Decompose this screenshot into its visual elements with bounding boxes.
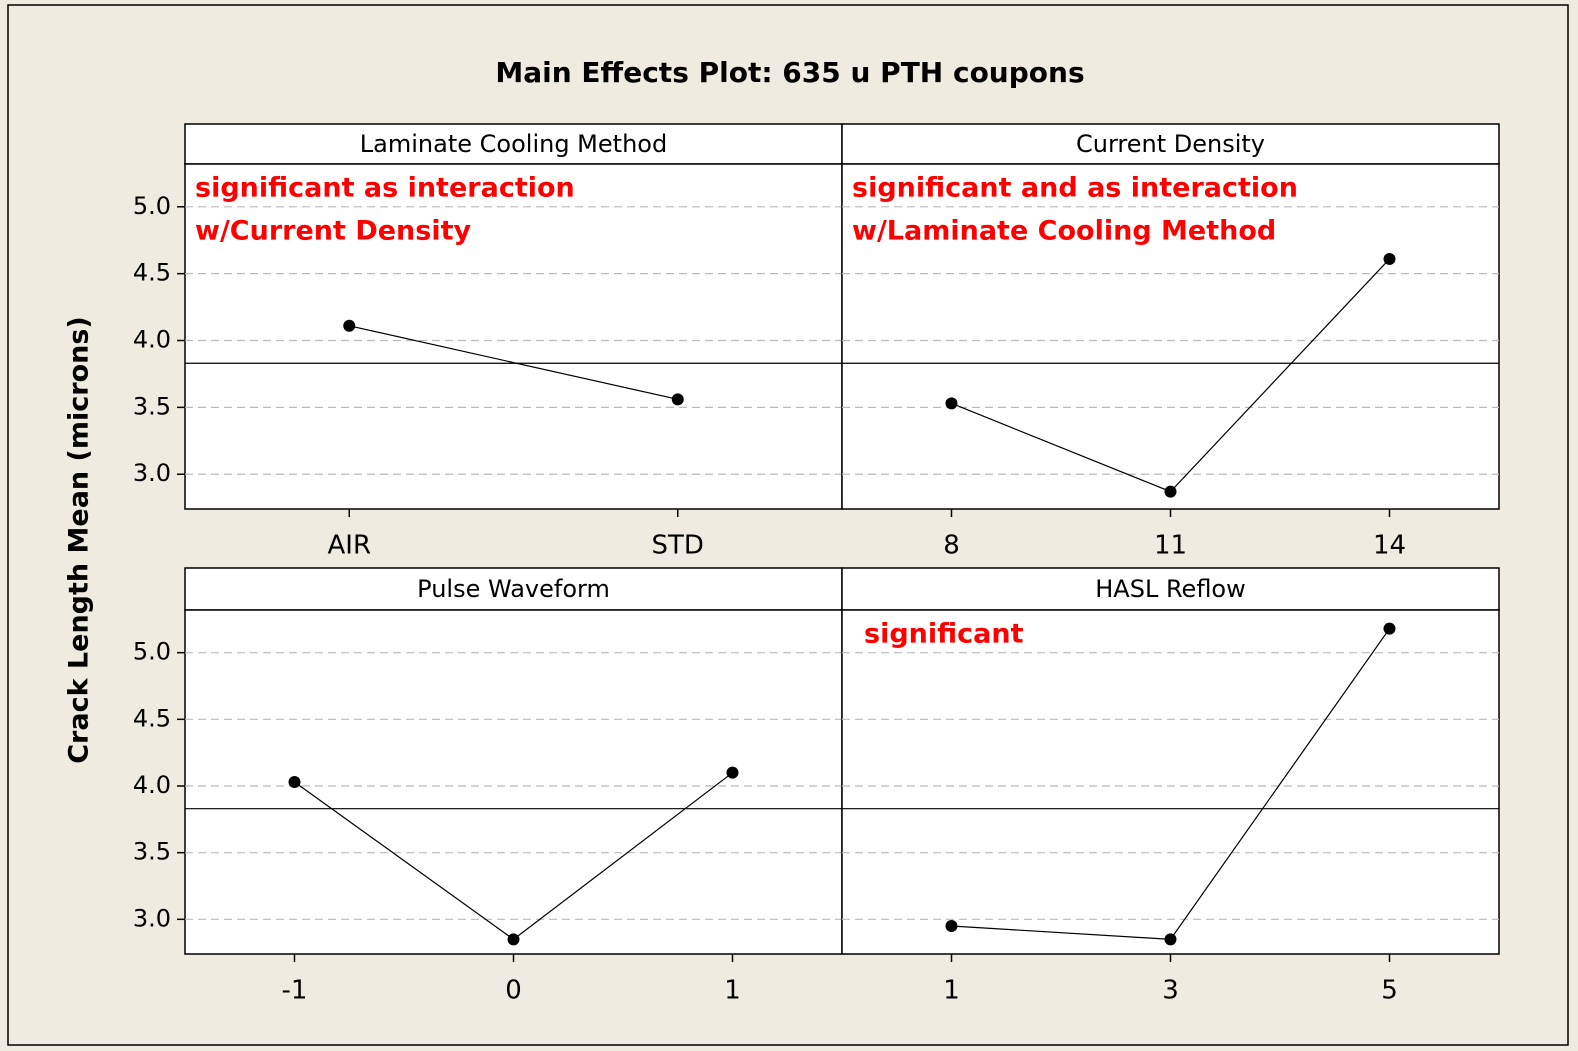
y-tick-label: 3.0 <box>133 459 171 487</box>
panel-title: Pulse Waveform <box>417 575 610 603</box>
point <box>671 393 684 406</box>
point <box>288 776 301 788</box>
annotation: significant <box>864 619 1024 650</box>
x-tick-label: 11 <box>1154 531 1187 561</box>
point <box>507 933 520 946</box>
point <box>726 766 739 779</box>
y-tick-label: 4.0 <box>133 771 171 799</box>
y-axis-label: Crack Length Mean (microns) <box>64 316 95 764</box>
x-tick-label: 1 <box>943 976 960 1006</box>
annotation: w/Current Density <box>195 216 471 247</box>
panel-title: HASL Reflow <box>1095 575 1246 603</box>
point <box>945 920 958 932</box>
panel-header <box>184 123 843 165</box>
x-tick-label: 1 <box>724 976 741 1006</box>
panel-title: Current Density <box>1076 130 1265 158</box>
point <box>1164 933 1177 946</box>
x-tick-label: AIR <box>327 531 371 561</box>
annotation: w/Laminate Cooling Method <box>852 216 1276 247</box>
panel-header <box>841 567 1500 611</box>
panel-title: Laminate Cooling Method <box>360 130 667 158</box>
y-tick-label: 3.5 <box>133 838 171 866</box>
point <box>1383 622 1396 635</box>
y-tick-label: 5.0 <box>133 192 171 220</box>
chart-title: Main Effects Plot: 635 u PTH coupons <box>495 56 1084 89</box>
y-tick-label: 4.5 <box>133 259 171 287</box>
y-tick-label: 5.0 <box>133 638 171 666</box>
panel-header <box>841 123 1500 165</box>
annotation: significant as interaction <box>195 173 575 204</box>
y-tick-label: 4.5 <box>133 704 171 732</box>
point <box>1383 252 1396 265</box>
y-tick-label: 4.0 <box>133 326 171 354</box>
x-tick-label: 8 <box>943 531 960 561</box>
plot-area <box>841 609 1500 955</box>
x-tick-label: 5 <box>1381 976 1398 1006</box>
x-tick-label: 0 <box>505 976 522 1006</box>
plot-area <box>184 609 843 955</box>
panel-header <box>184 567 843 611</box>
y-tick-label: 3.0 <box>133 904 171 932</box>
plot-area <box>841 163 1500 510</box>
annotation: significant and as interaction <box>852 173 1298 204</box>
point <box>945 397 958 410</box>
y-tick-label: 3.5 <box>133 392 171 420</box>
x-tick-label: 3 <box>1162 976 1179 1006</box>
x-tick-label: -1 <box>282 976 308 1006</box>
x-tick-label: STD <box>652 531 704 561</box>
point <box>343 319 356 332</box>
x-tick-label: 14 <box>1373 531 1406 561</box>
plot-area <box>184 163 843 510</box>
line <box>349 325 678 400</box>
point <box>1164 485 1177 498</box>
